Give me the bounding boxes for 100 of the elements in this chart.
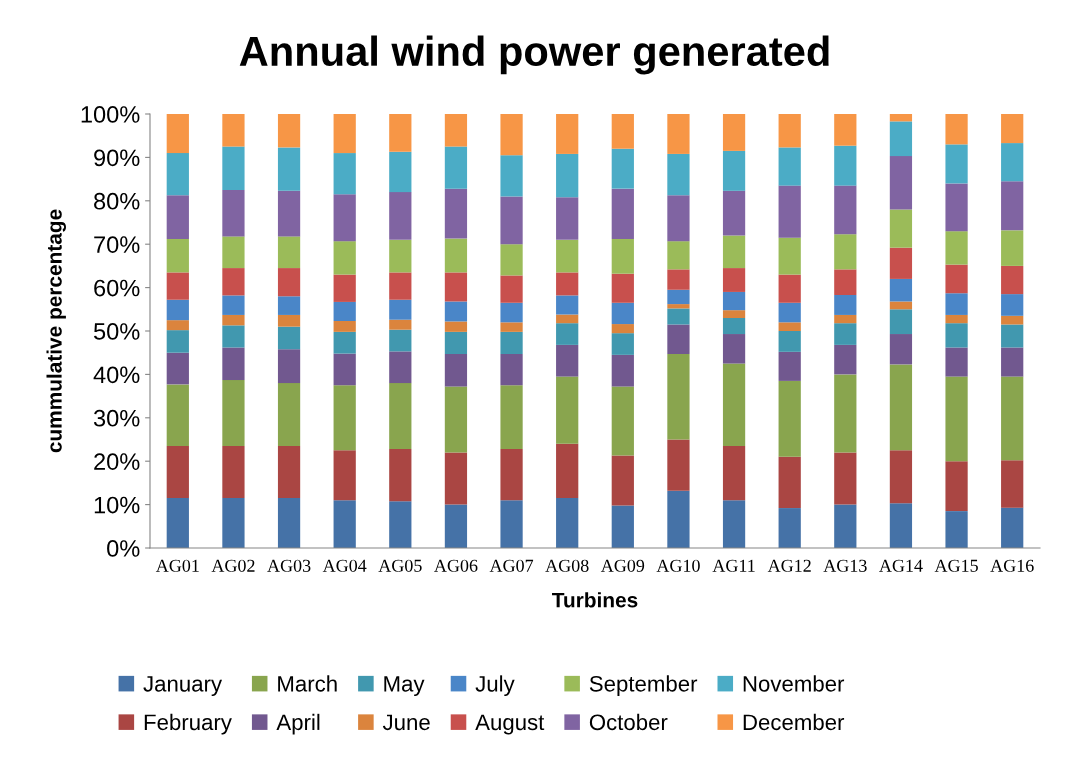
bar [166, 330, 189, 353]
bar [277, 498, 301, 548]
bar [611, 354, 634, 387]
bar [166, 114, 189, 154]
bar [444, 321, 468, 332]
bar [889, 301, 913, 310]
bar [500, 196, 523, 245]
bar [556, 498, 579, 548]
bar [1001, 460, 1024, 508]
bar [778, 322, 801, 331]
bar [389, 383, 412, 450]
bar [667, 304, 690, 309]
bar [1001, 294, 1024, 316]
bar [945, 376, 968, 462]
bar [1001, 347, 1024, 377]
y-tick-label: 80% [94, 192, 140, 210]
bar [333, 385, 356, 451]
bar [277, 268, 301, 297]
bar [834, 314, 857, 324]
legend-label: January [143, 676, 223, 697]
bar [556, 272, 579, 296]
bar [667, 439, 690, 491]
bar [389, 299, 412, 320]
bar [333, 274, 356, 302]
y-tick-label: 100% [81, 106, 140, 123]
bar [778, 380, 801, 457]
legend-label: July [475, 675, 515, 697]
bar [500, 155, 523, 197]
bar [889, 114, 913, 122]
bar [611, 505, 634, 548]
bar [333, 301, 356, 322]
y-tick-label: 40% [93, 366, 140, 384]
bar [444, 504, 468, 548]
bar [834, 269, 857, 295]
bar [166, 238, 189, 273]
bar [444, 386, 468, 453]
bar [722, 268, 746, 292]
bar [556, 323, 579, 345]
bar [500, 322, 523, 332]
bar [222, 295, 245, 315]
bar [222, 268, 245, 296]
bar [667, 490, 690, 548]
bar [556, 376, 579, 444]
x-tick-label: AG16 [990, 559, 1034, 572]
bar [389, 151, 412, 193]
bar [389, 501, 412, 548]
bar [277, 236, 301, 269]
bar [722, 291, 746, 311]
bar [611, 188, 634, 239]
bar [834, 294, 857, 315]
x-tick-label: AG09 [600, 559, 645, 572]
bar [556, 153, 579, 198]
bar [889, 247, 913, 279]
bar [222, 325, 245, 348]
bar [222, 380, 245, 447]
bar [889, 334, 913, 365]
bar [945, 314, 968, 324]
y-tick-label: 10% [94, 496, 140, 514]
bar [222, 236, 245, 269]
bar [389, 351, 412, 384]
bar [222, 146, 245, 190]
legend-label: October [589, 713, 668, 731]
bar [889, 450, 913, 504]
bar [611, 455, 634, 506]
bar [722, 334, 746, 364]
bar [556, 344, 579, 377]
bar [722, 363, 746, 447]
bar [667, 324, 690, 354]
bar [778, 351, 801, 381]
bar [444, 238, 468, 273]
legend-label: March [278, 675, 337, 692]
x-tick-label: AG05 [378, 559, 422, 572]
bar [889, 278, 913, 302]
x-tick-label: AG15 [934, 559, 978, 572]
bar [889, 121, 913, 157]
bar [389, 449, 412, 502]
bar [333, 331, 356, 354]
bar [389, 319, 412, 330]
bar [556, 295, 579, 315]
bar [556, 239, 579, 273]
x-tick-label: AG06 [434, 559, 478, 572]
bar [722, 114, 746, 151]
bar [778, 331, 801, 352]
bar [945, 293, 968, 315]
bar [166, 352, 189, 385]
bar [778, 508, 801, 548]
bar [722, 190, 746, 236]
bar [222, 114, 245, 147]
y-tick-label: 60% [94, 279, 140, 297]
bar [722, 500, 746, 548]
bar [389, 272, 412, 300]
bar [166, 384, 189, 447]
legend-label: December [743, 713, 845, 731]
bar [667, 114, 690, 154]
x-tick-label: AG10 [656, 559, 700, 572]
bar [834, 374, 857, 453]
bar [500, 500, 523, 548]
bar [222, 189, 245, 237]
bar [1001, 376, 1024, 461]
legend-label: April [276, 713, 320, 735]
